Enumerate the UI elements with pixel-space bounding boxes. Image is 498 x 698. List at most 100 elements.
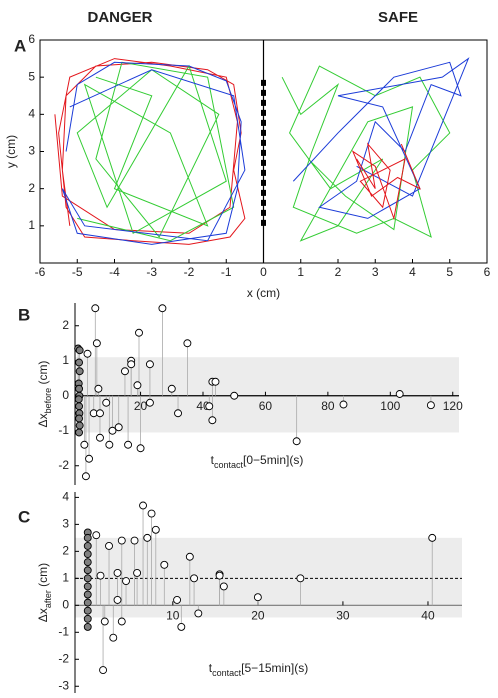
point: [177, 622, 186, 631]
x-tick-label: 30: [336, 608, 350, 622]
y-tick-label: 4: [28, 107, 35, 121]
point: [83, 622, 92, 631]
point: [83, 574, 92, 583]
panel-label: A: [14, 36, 26, 55]
point: [75, 428, 84, 437]
point: [83, 614, 92, 623]
point: [395, 390, 404, 398]
y-tick-label: 4: [62, 490, 69, 504]
y-tick-label: -1: [58, 624, 69, 638]
y-tick-label: -3: [58, 678, 69, 692]
y-axis-label: Δxafter (cm): [36, 563, 53, 622]
label-part: [0−5min](s): [243, 453, 303, 467]
y-tick-label: -2: [58, 458, 69, 472]
label-part: Δx: [36, 608, 50, 622]
point: [174, 409, 182, 418]
label-part: before: [43, 388, 53, 414]
x-axis-label: x (cm): [247, 286, 280, 300]
panel-title: SAFE: [378, 9, 418, 26]
point: [75, 414, 84, 423]
point: [80, 440, 89, 449]
point: [94, 384, 103, 393]
point: [91, 304, 100, 313]
x-tick-label: -4: [109, 265, 120, 279]
point: [426, 401, 435, 410]
point: [74, 395, 83, 404]
point: [194, 609, 203, 618]
point: [105, 542, 113, 550]
point: [85, 454, 93, 463]
y-tick-label: -1: [58, 423, 69, 437]
point: [108, 426, 117, 435]
point: [83, 590, 92, 599]
point: [133, 568, 142, 577]
point: [135, 328, 143, 337]
band: [75, 537, 462, 618]
point: [92, 531, 101, 540]
y-tick-label: 5: [28, 69, 35, 83]
label-part: [5−15min](s): [241, 661, 308, 675]
point: [339, 400, 348, 409]
point: [102, 398, 111, 407]
y-tick-label: 3: [62, 517, 69, 531]
x-tick-label: 100: [380, 399, 400, 413]
point: [122, 577, 130, 585]
point: [124, 440, 133, 449]
point: [75, 358, 84, 367]
point: [99, 666, 108, 675]
point: [292, 437, 301, 446]
point: [83, 582, 92, 591]
point: [127, 360, 136, 369]
point: [75, 367, 84, 376]
x-tick-label: 3: [372, 265, 379, 279]
y-tick-label: 3: [28, 144, 35, 158]
label-part: contact: [212, 668, 242, 678]
x-tick-label: 20: [251, 608, 265, 622]
panel-title: DANGER: [87, 9, 152, 26]
label-part: contact: [214, 460, 244, 470]
point: [143, 533, 152, 542]
y-tick-label: 6: [28, 32, 35, 46]
point: [96, 409, 104, 418]
point: [100, 617, 109, 626]
trajectory: [281, 65, 451, 242]
point: [136, 444, 145, 453]
x-tick-label: 60: [259, 399, 273, 413]
point: [105, 440, 114, 449]
y-axis-label: y (cm): [4, 135, 18, 168]
point: [151, 525, 160, 534]
point: [75, 421, 84, 430]
point: [96, 433, 104, 442]
point: [83, 566, 92, 575]
x-tick-label: 80: [321, 399, 335, 413]
point: [75, 384, 84, 393]
x-tick-label: -2: [184, 265, 195, 279]
trajectory: [351, 142, 421, 221]
point: [83, 558, 92, 567]
x-tick-label: 120: [443, 399, 463, 413]
y-tick-label: 2: [62, 318, 69, 332]
x-tick-label: 10: [166, 608, 180, 622]
y-tick-label: -2: [58, 651, 69, 665]
point: [117, 536, 126, 545]
x-tick-label: 40: [196, 399, 210, 413]
x-tick-label: -5: [72, 265, 83, 279]
point: [215, 571, 224, 580]
y-tick-label: 2: [62, 544, 69, 558]
point: [83, 606, 92, 615]
point: [83, 542, 92, 550]
label-part: Δx: [36, 413, 50, 427]
x-tick-label: 2: [335, 265, 342, 279]
point: [83, 598, 92, 607]
y-tick-label: 0: [62, 597, 69, 611]
y-tick-label: 1: [62, 353, 69, 367]
label-part: (cm): [36, 563, 50, 590]
x-tick-label: 1: [297, 265, 304, 279]
point: [173, 595, 182, 604]
x-axis-label: tcontact[0−5min](s): [211, 453, 304, 470]
trajectory: [292, 57, 470, 219]
panel-label: B: [18, 305, 30, 324]
point: [117, 617, 126, 626]
y-tick-label: 1: [62, 571, 69, 585]
